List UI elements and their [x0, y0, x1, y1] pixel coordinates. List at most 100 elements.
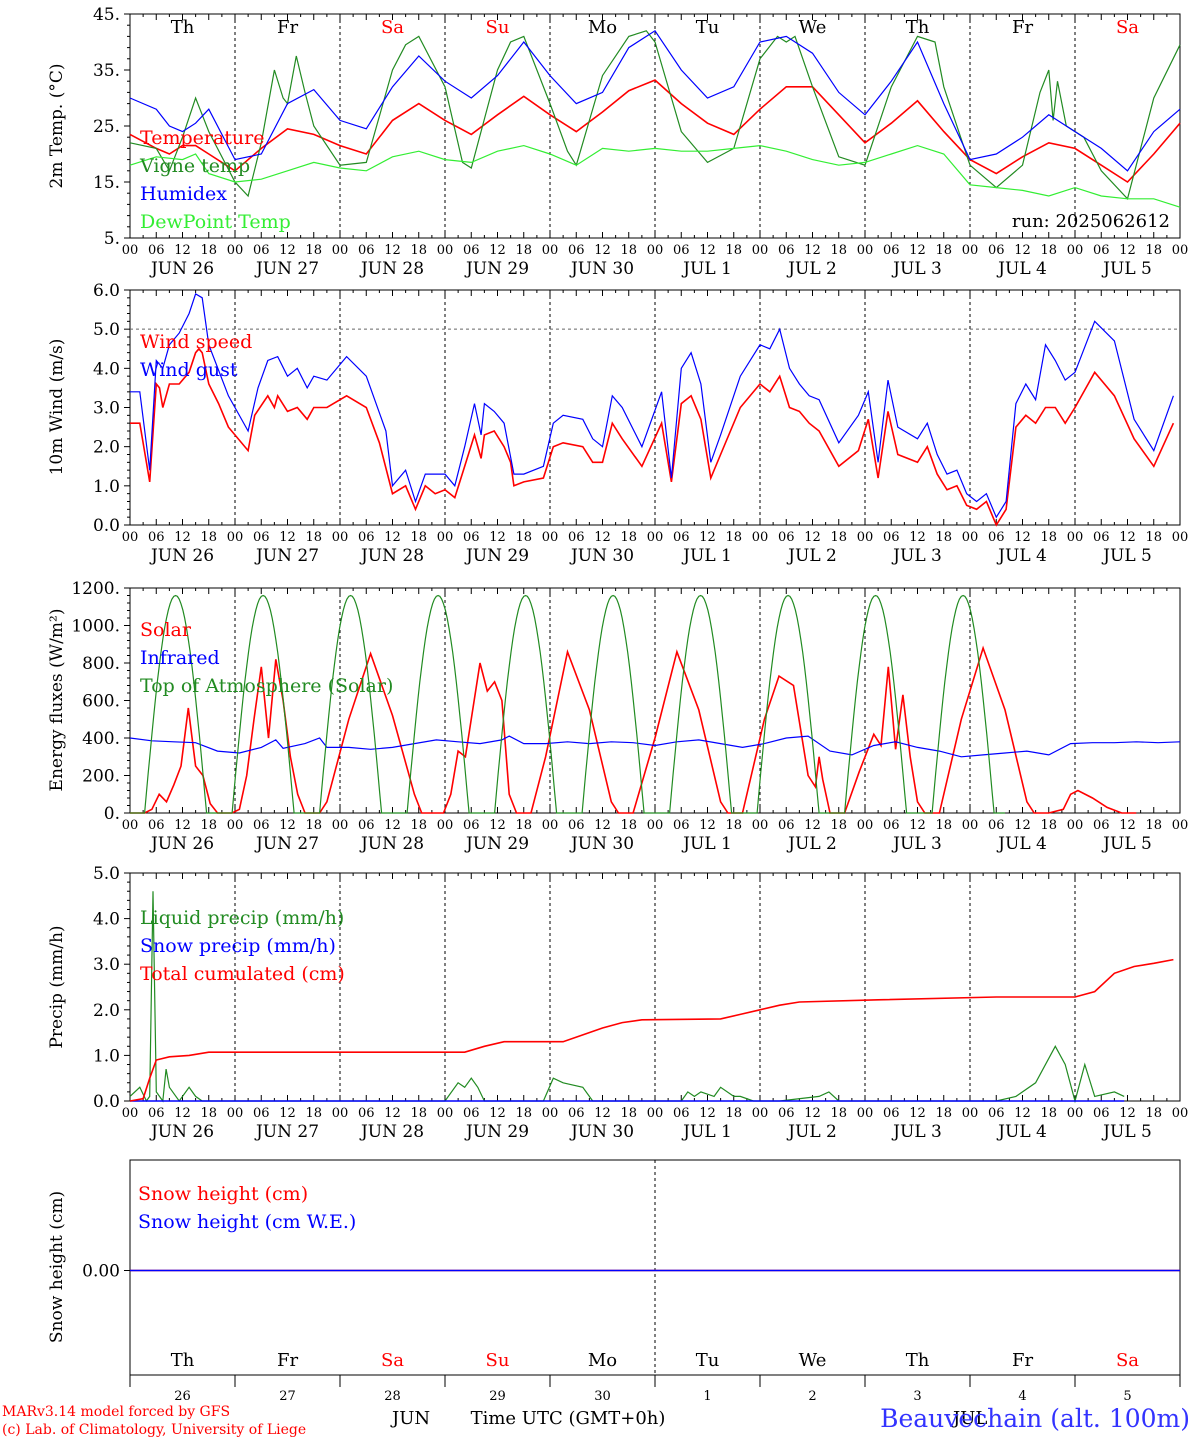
- y-tick-label: 1200.: [71, 579, 120, 599]
- date-label: JUL 1: [681, 1122, 732, 1142]
- hour-label: 00: [542, 818, 559, 833]
- hour-label: 18: [620, 1106, 637, 1121]
- hour-label: 00: [122, 818, 139, 833]
- hour-label: 00: [542, 530, 559, 545]
- y-tick-label: 45.: [93, 5, 120, 25]
- day-name: Sa: [1116, 1350, 1139, 1371]
- hour-label: 18: [515, 530, 532, 545]
- hour-label: 06: [568, 1106, 585, 1121]
- y-tick-label: 6.0: [93, 281, 120, 301]
- y-tick-label: 35.: [93, 61, 120, 81]
- hour-label: 12: [594, 818, 611, 833]
- hour-label: 12: [1119, 530, 1136, 545]
- date-label: JUL 4: [996, 259, 1047, 279]
- date-label: JUN 26: [149, 834, 214, 854]
- hour-label: 00: [962, 530, 979, 545]
- time-axis-title: Time UTC (GMT+0h): [471, 1408, 666, 1429]
- day-number: 4: [1018, 1389, 1026, 1404]
- hour-label: 00: [1067, 818, 1084, 833]
- hour-label: 18: [200, 818, 217, 833]
- date-label: JUN 27: [254, 259, 319, 279]
- date-label: JUN 26: [149, 1122, 214, 1142]
- day-number: 26: [174, 1389, 191, 1404]
- date-label: JUN 29: [464, 834, 529, 854]
- hour-label: 12: [384, 243, 401, 258]
- date-label: JUL 2: [786, 259, 837, 279]
- hour-label: 06: [778, 818, 795, 833]
- hour-label: 18: [725, 243, 742, 258]
- y-axis-label: Snow height (cm): [47, 1191, 67, 1343]
- y-tick-label: 5.0: [93, 320, 120, 340]
- day-number: 30: [594, 1389, 611, 1404]
- series-line: [130, 645, 1137, 814]
- date-label: JUL 4: [996, 546, 1047, 566]
- hour-label: 00: [227, 1106, 244, 1121]
- hour-label: 06: [358, 530, 375, 545]
- hour-label: 00: [857, 530, 874, 545]
- date-label: JUN 28: [359, 834, 424, 854]
- hour-label: 06: [988, 818, 1005, 833]
- legend-label: Total cumulated (cm): [140, 963, 345, 985]
- hour-label: 12: [1014, 818, 1031, 833]
- hour-label: 12: [384, 818, 401, 833]
- y-axis-label: Precip (mm/h): [47, 925, 67, 1048]
- hour-label: 00: [1067, 243, 1084, 258]
- hour-label: 18: [935, 530, 952, 545]
- hour-label: 12: [384, 1106, 401, 1121]
- hour-label: 18: [200, 530, 217, 545]
- hour-label: 12: [279, 1106, 296, 1121]
- series-line: [129, 29, 1181, 172]
- hour-label: 18: [830, 243, 847, 258]
- hour-label: 06: [358, 818, 375, 833]
- series-line: [130, 594, 1005, 814]
- day-number: 3: [913, 1389, 921, 1404]
- hour-label: 12: [909, 818, 926, 833]
- plot-frame: [129, 13, 1181, 239]
- plot-frame: [129, 587, 1181, 814]
- date-label: JUL 2: [786, 546, 837, 566]
- hour-label: 00: [542, 1106, 559, 1121]
- legend-label: Top of Atmosphere (Solar): [140, 675, 393, 697]
- hour-label: 12: [1119, 818, 1136, 833]
- day-number: 2: [808, 1389, 816, 1404]
- hour-label: 00: [437, 530, 454, 545]
- hour-label: 00: [962, 1106, 979, 1121]
- legend-label: Vigne temp: [139, 155, 250, 177]
- legend-label: Humidex: [140, 183, 227, 205]
- hour-label: 06: [463, 530, 480, 545]
- date-label: JUL 5: [1101, 546, 1152, 566]
- hour-label: 12: [489, 243, 506, 258]
- hour-label: 06: [568, 530, 585, 545]
- hour-label: 06: [463, 1106, 480, 1121]
- day-name: Sa: [381, 17, 404, 38]
- y-tick-label: 25.: [93, 117, 120, 137]
- hour-label: 18: [200, 243, 217, 258]
- legend-label: Liquid precip (mm/h): [140, 907, 344, 929]
- series-line: [129, 144, 1181, 208]
- hour-label: 06: [988, 530, 1005, 545]
- hour-label: 06: [883, 530, 900, 545]
- hour-label: 18: [410, 243, 427, 258]
- y-tick-label: 0.: [104, 804, 120, 824]
- y-axis-label: 2m Temp. (°C): [47, 63, 67, 188]
- date-label: JUN 30: [569, 259, 634, 279]
- date-label: JUN 26: [149, 546, 214, 566]
- hour-label: 18: [620, 243, 637, 258]
- y-tick-label: 3.0: [93, 955, 120, 975]
- month-left-label: JUN: [390, 1408, 430, 1429]
- hour-label: 00: [962, 243, 979, 258]
- y-tick-label: 2.0: [93, 438, 120, 458]
- hour-label: 00: [752, 530, 769, 545]
- y-axis-label: 10m Wind (m/s): [47, 339, 67, 476]
- hour-label: 12: [489, 530, 506, 545]
- hour-label: 00: [1172, 530, 1189, 545]
- hour-label: 00: [332, 1106, 349, 1121]
- hour-label: 00: [857, 818, 874, 833]
- date-label: JUN 26: [149, 259, 214, 279]
- hour-label: 18: [1040, 243, 1057, 258]
- date-label: JUL 1: [681, 834, 732, 854]
- day-number: 29: [489, 1389, 506, 1404]
- hour-label: 06: [1093, 243, 1110, 258]
